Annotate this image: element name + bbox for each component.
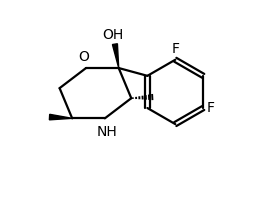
Text: F: F — [206, 101, 214, 115]
Text: OH: OH — [102, 28, 123, 42]
Text: O: O — [78, 50, 89, 64]
Text: NH: NH — [96, 125, 117, 139]
Text: F: F — [171, 42, 179, 56]
Polygon shape — [49, 114, 72, 120]
Polygon shape — [112, 44, 118, 68]
